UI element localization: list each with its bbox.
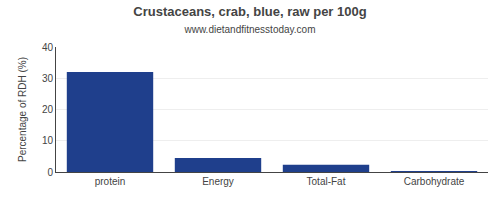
svg-text:30: 30 [42, 73, 54, 84]
svg-text:0: 0 [47, 167, 53, 178]
svg-text:Carbohydrate: Carbohydrate [404, 176, 465, 187]
svg-text:Crustaceans, crab, blue, raw p: Crustaceans, crab, blue, raw per 100gwww… [133, 4, 366, 35]
svg-text:20: 20 [42, 104, 54, 115]
svg-text:protein: protein [95, 176, 126, 187]
svg-text:10: 10 [42, 135, 54, 146]
svg-text:40: 40 [42, 42, 54, 53]
svg-text:Total-Fat: Total-Fat [307, 176, 346, 187]
svg-text:Percentage of RDH (%): Percentage of RDH (%) [17, 57, 28, 162]
svg-text:Energy: Energy [202, 176, 234, 187]
